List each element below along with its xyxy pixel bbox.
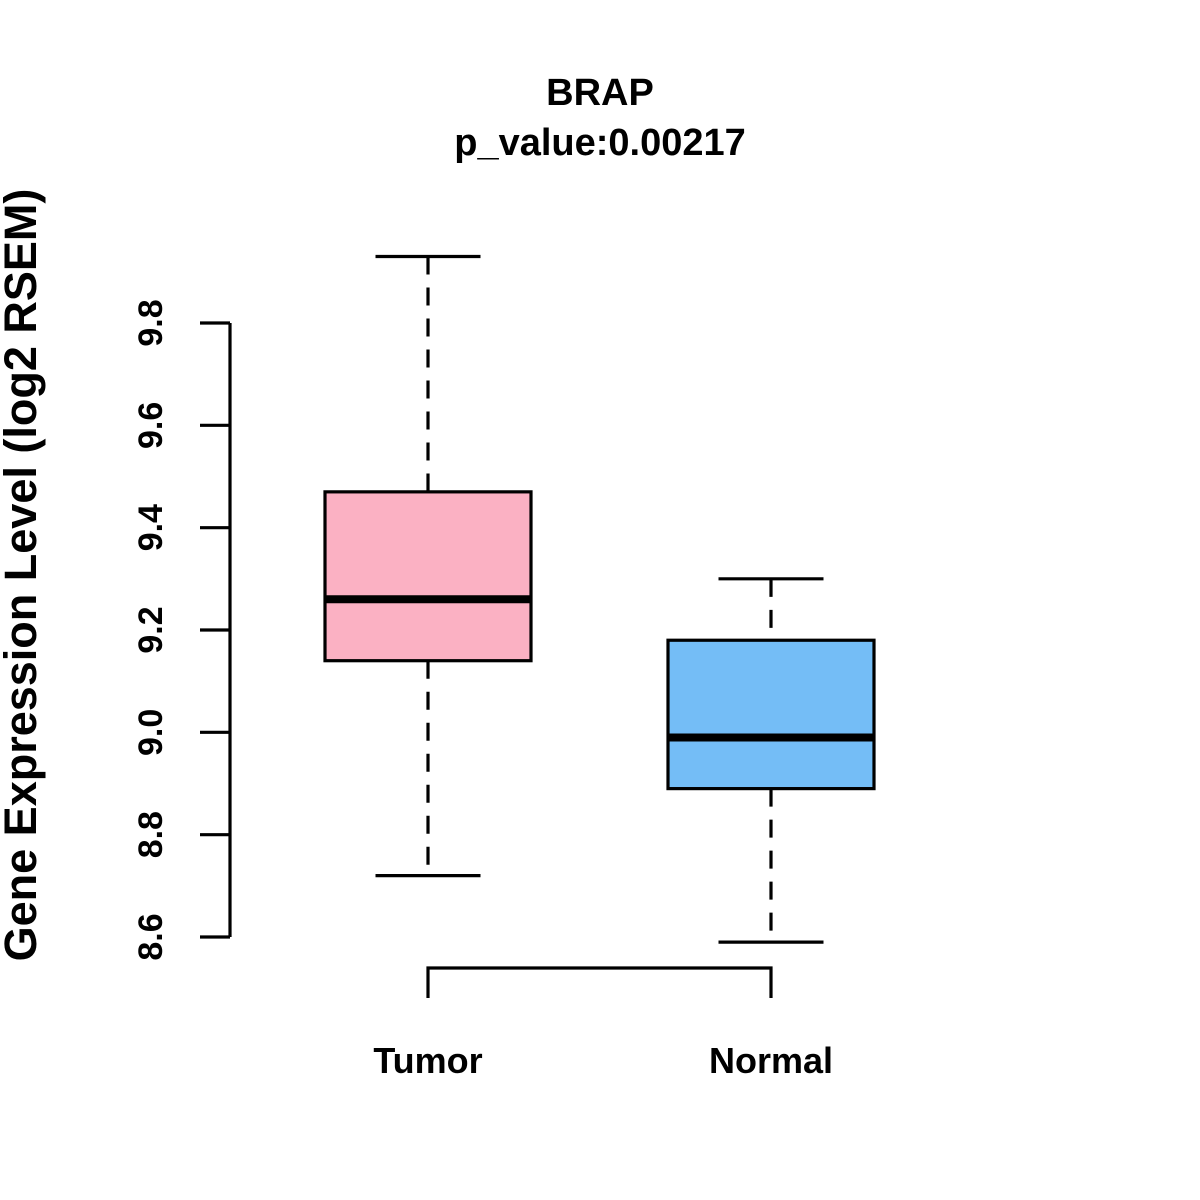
x-axis-bracket [426,966,773,998]
y-tick-label: 9.2 [132,606,170,653]
tumor-iqr-box [323,490,533,663]
y-tick-label: 9.8 [132,299,170,346]
y-tick-label: 9.4 [132,504,170,551]
chart-title: BRAP [546,72,654,114]
x-group-label-tumor: Tumor [373,1040,482,1081]
y-axis-label: Gene Expression Level (log2 RSEM) [0,189,46,962]
y-tick-label: 8.6 [132,913,170,960]
y-axis: 8.6 8.8 9.0 9.2 9.4 9.6 9.8 [132,299,232,961]
y-tick-label: 9.0 [132,709,170,756]
x-group-label-normal: Normal [709,1040,833,1081]
boxplot-normal [666,577,876,944]
y-tick-label: 9.6 [132,402,170,449]
y-tick-label: 8.8 [132,811,170,858]
boxplot-series [323,254,876,944]
x-axis: Tumor Normal [373,966,833,1081]
boxplot-tumor [323,254,533,878]
chart-subtitle: p_value:0.00217 [454,122,746,164]
normal-iqr-box [666,638,876,791]
